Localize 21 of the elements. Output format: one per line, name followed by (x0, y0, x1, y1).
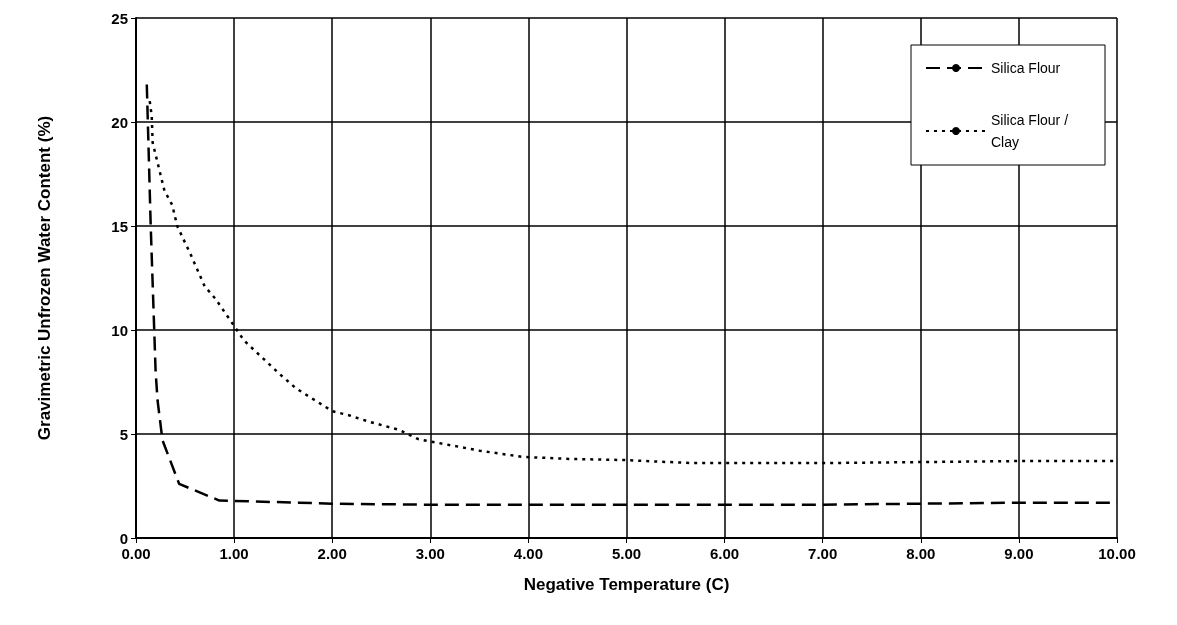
x-tick-label: 4.00 (513, 545, 543, 562)
y-tick-label: 15 (111, 217, 128, 235)
y-tick-label: 10 (111, 321, 128, 339)
y-axis-title: Gravimetric Unfrozen Water Content (%) (34, 115, 54, 441)
x-tick-label: 10.00 (1098, 545, 1136, 562)
x-tick-label: 0.00 (121, 545, 151, 562)
y-tick-label: 0 (119, 529, 128, 547)
x-tick-label: 9.00 (1004, 545, 1034, 562)
y-tick-label: 25 (111, 9, 128, 27)
x-tick-label: 7.00 (808, 545, 838, 562)
x-tick-label: 5.00 (611, 545, 642, 562)
y-tick-label: 5 (119, 425, 128, 443)
x-tick-label: 1.00 (219, 545, 249, 562)
legend-label: Silica Flour / Clay (991, 112, 1072, 150)
y-tick-label: 20 (111, 113, 128, 131)
x-tick-label: 3.00 (415, 545, 445, 562)
x-tick-label: 8.00 (906, 545, 936, 562)
x-tick-label: 6.00 (710, 545, 740, 562)
legend-label: Silica Flour (991, 60, 1061, 76)
x-tick-label: 2.00 (317, 545, 347, 562)
x-axis-title: Negative Temperature (C) (523, 575, 730, 594)
